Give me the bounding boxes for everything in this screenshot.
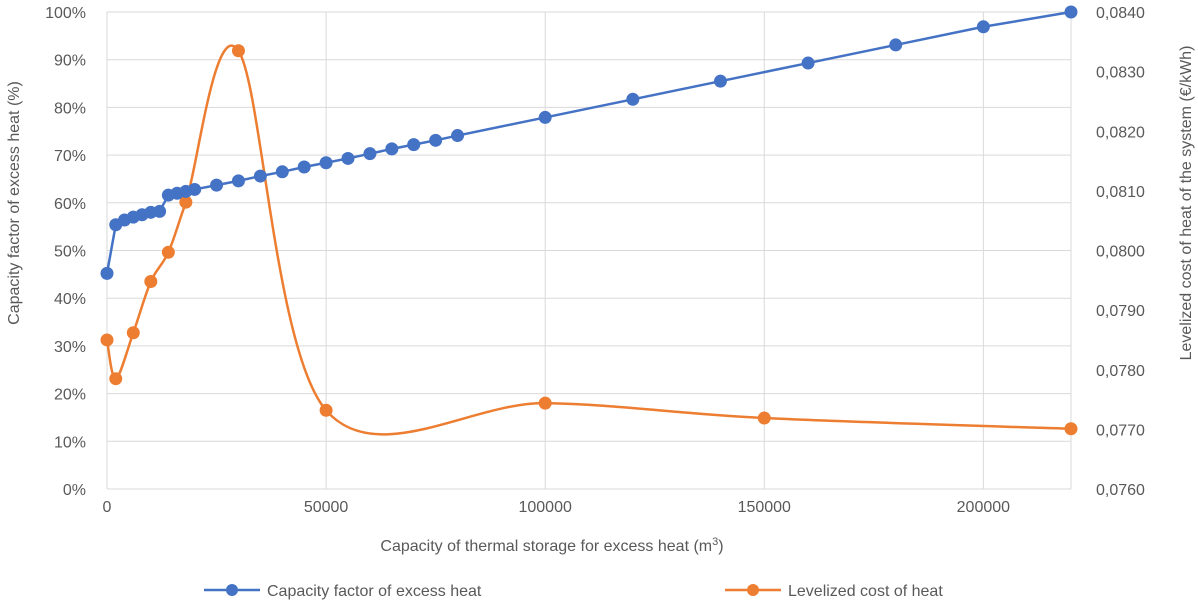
data-point-levelized-cost[interactable] [1064,422,1078,436]
legend-marker-capacity-factor [226,584,238,596]
data-point-capacity-factor[interactable] [385,142,399,156]
grid-lines [106,11,1072,490]
y-left-tick-label: 10% [54,434,86,451]
data-point-levelized-cost[interactable] [538,396,552,410]
data-point-capacity-factor[interactable] [319,156,333,170]
series-levelized-cost [100,44,1078,436]
y-right-tick-label: 0,0790 [1096,303,1145,320]
data-point-capacity-factor[interactable] [363,147,377,161]
legend: Capacity factor of excess heat Levelized… [204,583,943,600]
y-left-tick-label: 70% [54,148,86,165]
data-point-capacity-factor[interactable] [713,74,727,88]
data-point-capacity-factor[interactable] [976,20,990,34]
right-y-axis-ticks: 0,0760 0,0770 0,0780 0,0790 0,0800 0,0810 0,08… [1096,5,1145,499]
data-point-levelized-cost[interactable] [319,403,333,417]
data-point-capacity-factor[interactable] [231,174,245,188]
y-right-tick-label: 0,0770 [1096,422,1145,439]
left-y-axis-title: Capacity factor of excess heat (%) [6,81,23,325]
data-point-levelized-cost[interactable] [179,195,193,209]
legend-item-capacity-factor[interactable]: Capacity factor of excess heat [204,583,482,600]
y-left-tick-label: 40% [54,291,86,308]
series-capacity-factor [100,5,1078,280]
data-point-capacity-factor[interactable] [538,110,552,124]
data-point-capacity-factor[interactable] [407,138,421,152]
data-point-capacity-factor[interactable] [451,129,465,143]
y-right-tick-label: 0,0760 [1096,482,1145,499]
data-point-capacity-factor[interactable] [100,266,114,280]
y-left-tick-label: 90% [54,53,86,70]
legend-label-levelized-cost: Levelized cost of heat [788,583,943,600]
x-tick-label: 150000 [738,499,791,516]
x-tick-label: 0 [103,499,112,516]
y-left-tick-label: 20% [54,387,86,404]
data-point-capacity-factor[interactable] [341,151,355,165]
x-axis-title: Capacity of thermal storage for excess h… [380,536,723,555]
y-right-tick-label: 0,0800 [1096,244,1145,261]
x-tick-label: 200000 [957,499,1010,516]
y-left-tick-label: 0% [63,482,86,499]
data-point-levelized-cost[interactable] [144,275,158,289]
series-line-capacity-factor [105,10,1072,274]
data-point-capacity-factor[interactable] [1064,5,1078,19]
y-left-tick-label: 50% [54,244,86,261]
y-right-tick-label: 0,0840 [1096,5,1145,22]
y-left-tick-label: 60% [54,196,86,213]
data-point-capacity-factor[interactable] [429,133,443,147]
y-right-tick-label: 0,0820 [1096,124,1145,141]
y-right-tick-label: 0,0780 [1096,363,1145,380]
data-point-levelized-cost[interactable] [161,245,175,259]
data-point-capacity-factor[interactable] [188,182,202,196]
left-y-axis-ticks: 0% 10% 20% 30% 40% 50% 60% 70% 80% 90% 100% [45,5,86,499]
data-point-capacity-factor[interactable] [801,56,815,70]
data-point-levelized-cost[interactable] [757,411,771,425]
right-y-axis-title: Levelized cost of heat of the system (€/… [1178,46,1195,361]
data-point-capacity-factor[interactable] [210,178,224,192]
y-left-tick-label: 100% [45,5,86,22]
legend-label-capacity-factor: Capacity factor of excess heat [267,583,482,600]
data-point-levelized-cost[interactable] [100,333,114,347]
data-point-capacity-factor[interactable] [253,169,267,183]
legend-marker-levelized-cost [747,584,759,596]
data-point-capacity-factor[interactable] [153,204,167,218]
x-axis-ticks: 0 50000 100000 150000 200000 [103,499,1011,516]
data-point-capacity-factor[interactable] [626,92,640,106]
data-point-capacity-factor[interactable] [297,160,311,174]
y-right-tick-label: 0,0810 [1096,184,1145,201]
y-left-tick-label: 80% [54,100,86,117]
x-tick-label: 50000 [304,499,349,516]
x-tick-label: 100000 [518,499,571,516]
data-point-capacity-factor[interactable] [275,165,289,179]
series-line-levelized-cost [105,44,1072,436]
y-right-tick-label: 0,0830 [1096,65,1145,82]
series-layer [100,5,1078,436]
data-point-levelized-cost[interactable] [126,326,140,340]
legend-item-levelized-cost[interactable]: Levelized cost of heat [725,583,943,600]
data-point-capacity-factor[interactable] [889,38,903,52]
data-point-levelized-cost[interactable] [109,372,123,386]
y-left-tick-label: 30% [54,339,86,356]
data-point-levelized-cost[interactable] [231,44,245,58]
